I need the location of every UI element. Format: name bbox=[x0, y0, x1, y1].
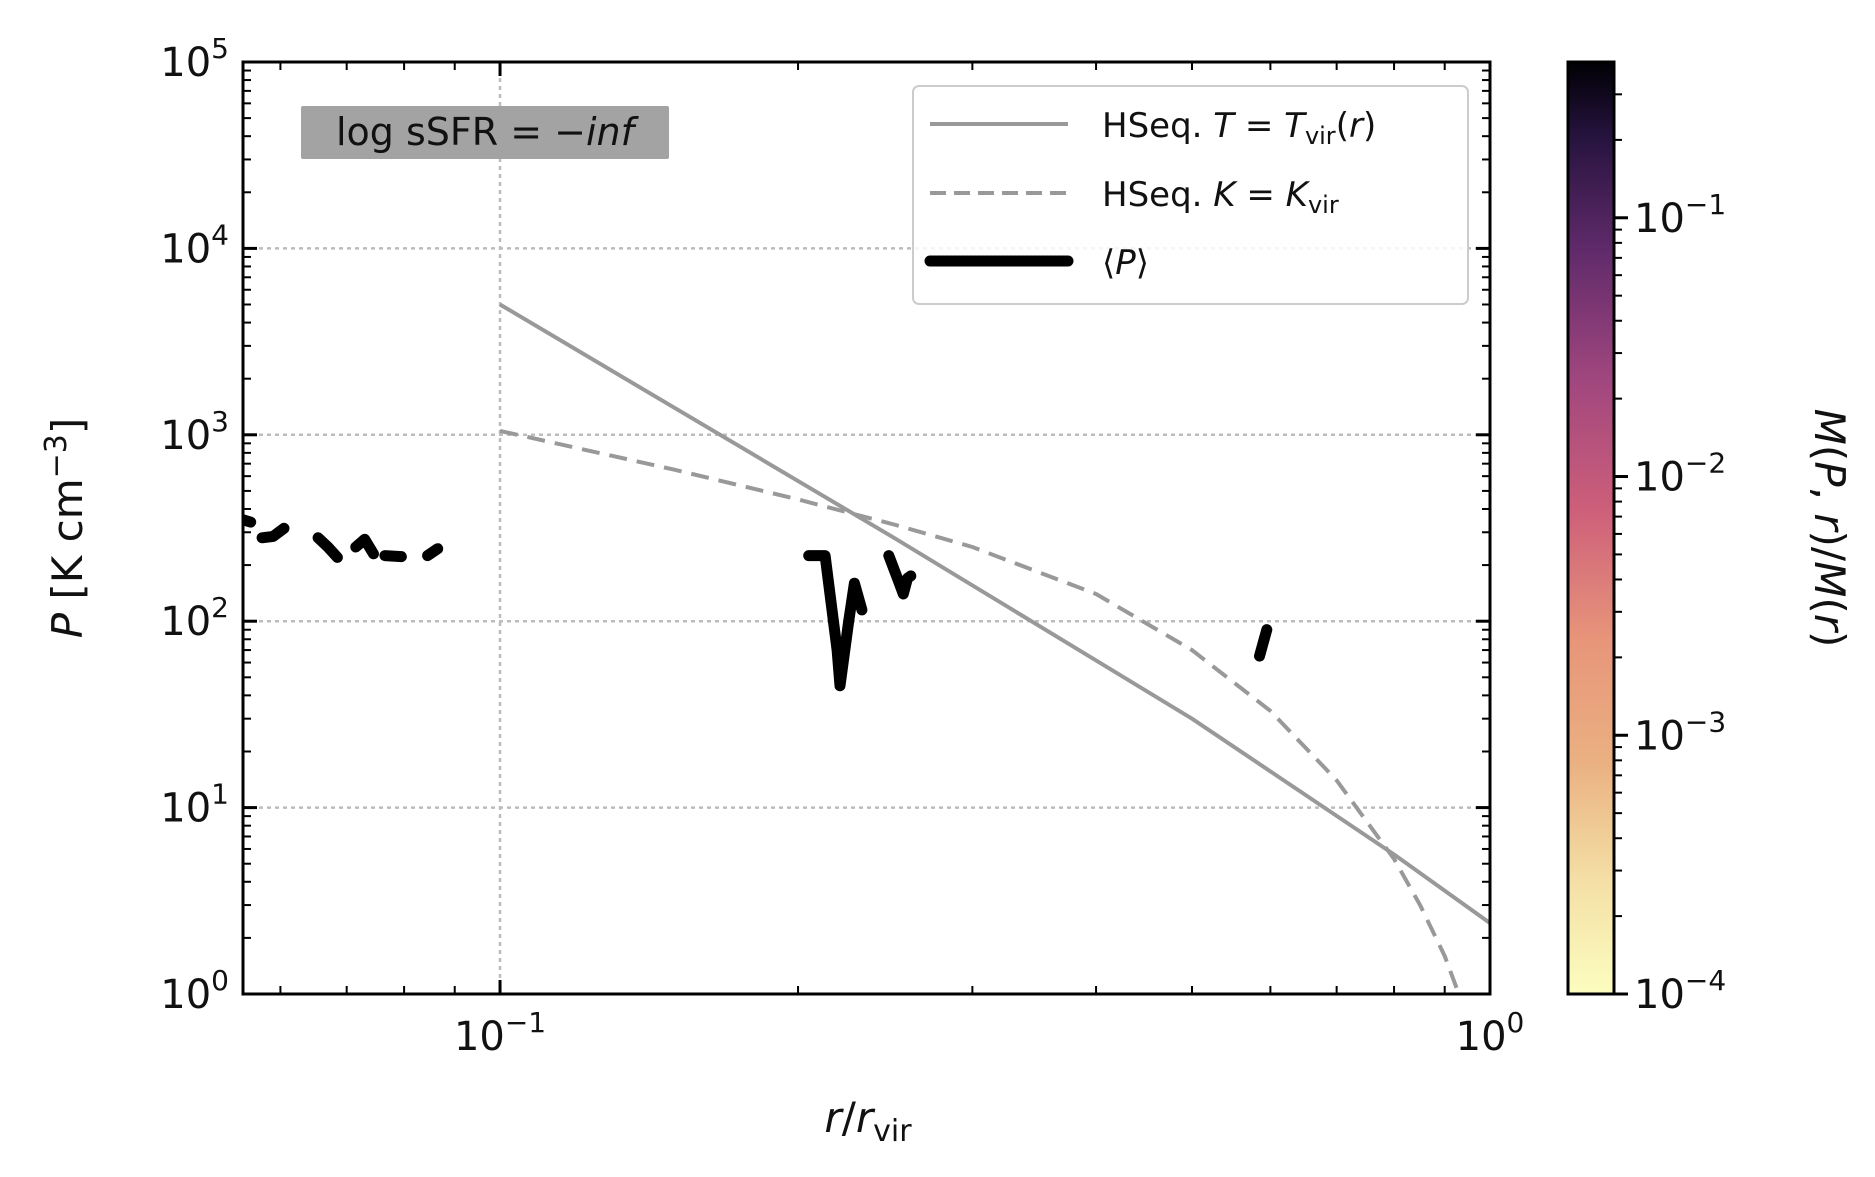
legend: HSeq. T = Tvir(r) HSeq. K = Kvir ⟨P⟩ bbox=[912, 85, 1469, 305]
mean-p-segment bbox=[350, 533, 379, 560]
grid-lines bbox=[243, 62, 1490, 994]
colorbar-label: M(P, r)/M(r) bbox=[1805, 409, 1854, 648]
plot-frame bbox=[241, 60, 1492, 996]
colorbar bbox=[1568, 62, 1614, 994]
legend-label-kvir: HSeq. K = Kvir bbox=[1102, 175, 1339, 219]
colorbar-tick-label: 10−3 bbox=[1634, 705, 1726, 759]
x-tick-label: 100 bbox=[1456, 1006, 1525, 1060]
colorbar-tick-label: 10−4 bbox=[1634, 964, 1726, 1018]
series-layer bbox=[243, 302, 1490, 994]
x-tick-label: 10−1 bbox=[454, 1006, 546, 1060]
y-axis-label: P [K cm−3] bbox=[39, 418, 92, 639]
ssfr-annotation: log sSFR = −inf bbox=[301, 106, 669, 159]
series-line-kvir bbox=[499, 428, 1461, 994]
colorbar-tick-labels: 10−4 10−3 10−2 10−1 bbox=[1634, 188, 1726, 1018]
y-tick-label: 104 bbox=[160, 218, 229, 272]
legend-label-tvir: HSeq. T = Tvir(r) bbox=[1102, 106, 1376, 150]
mean-p-segment bbox=[803, 550, 868, 692]
mean-p-segment bbox=[422, 543, 444, 562]
mean-p-segment bbox=[883, 550, 917, 600]
mean-p-segment bbox=[1254, 624, 1273, 662]
mean-p-segment bbox=[312, 532, 343, 563]
y-tick-label: 102 bbox=[160, 591, 229, 645]
colorbar-ticks bbox=[1614, 93, 1628, 996]
colorbar-frame bbox=[1566, 60, 1616, 996]
y-tick-label: 101 bbox=[160, 778, 229, 832]
y-tick-labels: 100 101 102 103 104 105 bbox=[160, 32, 229, 1018]
y-tick-label: 103 bbox=[160, 405, 229, 459]
legend-label-mean-p: ⟨P⟩ bbox=[1102, 243, 1149, 283]
mean-p-segment bbox=[379, 550, 407, 563]
series-line-tvir bbox=[498, 302, 1490, 925]
colorbar-tick-label: 10−2 bbox=[1634, 447, 1726, 501]
x-tick-labels: 10−1 100 bbox=[454, 1006, 1524, 1060]
mean-p-segment bbox=[256, 522, 290, 544]
svg-text:log sSFR = −inf: log sSFR = −inf bbox=[336, 110, 640, 154]
y-tick-label: 105 bbox=[160, 32, 229, 86]
y-tick-label: 100 bbox=[160, 964, 229, 1018]
colorbar-tick-label: 10−1 bbox=[1634, 188, 1726, 242]
major-ticks bbox=[243, 60, 1492, 996]
x-axis-label: r/rvir bbox=[824, 1093, 912, 1149]
